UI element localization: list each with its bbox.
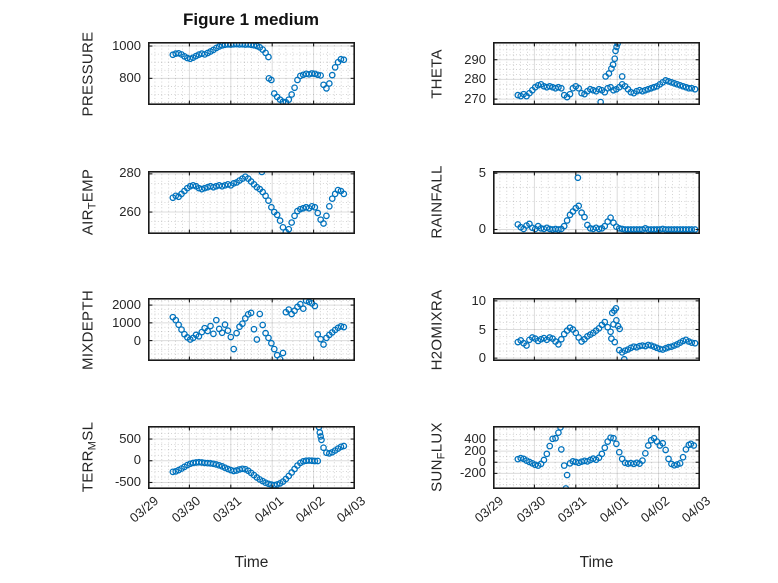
ylabel-text: AIR (79, 209, 97, 236)
x-tick-label: 04/02 (637, 493, 673, 526)
axes-box (493, 170, 700, 234)
x-tick-label: 03/29 (127, 493, 162, 526)
y-tick-label: 260 (119, 203, 141, 219)
time-axis-label-left: Time (234, 554, 269, 571)
data-point-markers (169, 170, 348, 234)
rainfall-plot-area (493, 170, 700, 234)
time-axis-label-right: Time (579, 554, 614, 571)
y-tick-label: 0 (478, 350, 486, 366)
x-tick-label: 03/31 (209, 493, 245, 526)
theta-plot-area (493, 42, 700, 105)
data-point-markers (514, 425, 698, 489)
ylabel-text2: EMP (79, 168, 97, 203)
x-tick-label: 04/03 (679, 493, 714, 526)
data-point-markers (169, 42, 348, 105)
y-tick-label: 0 (133, 452, 141, 468)
ylabel-sub: F (435, 452, 448, 460)
air-temp-plot-area (148, 170, 355, 234)
y-tick-label: 400 (464, 431, 486, 447)
air-temp-axis-label: AIRTEMP (79, 168, 99, 236)
y-tick-label: -500 (114, 473, 141, 489)
y-tick-label: 500 (119, 430, 141, 446)
terr-msl-axis-label: TERRMSL (79, 421, 99, 493)
axes-box (148, 42, 355, 105)
x-tick-label: 04/02 (292, 493, 328, 526)
ylabel-sub: T (86, 202, 99, 210)
data-point-markers (514, 304, 699, 361)
y-tick-label: -200 (459, 464, 486, 480)
axes-box (148, 170, 355, 234)
data-point-markers (169, 298, 348, 361)
x-tick-label: 03/29 (472, 493, 507, 526)
h2omixra-plot-area (493, 298, 700, 361)
ylabel-text2: SL (79, 421, 97, 441)
axes-box (493, 425, 700, 489)
y-tick-label: 290 (464, 51, 486, 67)
y-tick-label: 0 (478, 221, 486, 236)
x-tick-label: 03/30 (513, 493, 549, 526)
y-tick-label: 1000 (112, 38, 141, 54)
ylabel-text: SUN (428, 459, 446, 492)
x-tick-label: 03/30 (168, 493, 204, 526)
theta-axis-label: THETA (429, 49, 446, 99)
ylabel-text: PRESSURE (79, 31, 97, 116)
y-tick-label: 280 (119, 165, 141, 181)
sun-flux-plot-area (493, 425, 700, 489)
x-tick-label: 04/03 (334, 493, 369, 526)
x-tick-label: 04/01 (596, 493, 631, 526)
y-tick-label: 2000 (112, 297, 141, 313)
y-tick-label: 280 (464, 71, 486, 87)
y-tick-label: 5 (478, 164, 486, 180)
axes-box (493, 298, 700, 361)
axes-box (148, 298, 355, 361)
sun-flux-axis-label: SUNFLUX (428, 422, 448, 492)
y-tick-label: 5 (478, 321, 486, 337)
y-tick-label: 1000 (112, 314, 141, 330)
y-tick-label: 10 (471, 292, 486, 308)
rainfall-axis-label: RAINFALL (429, 165, 446, 238)
mixdepth-axis-label: MIXDEPTH (80, 290, 97, 370)
y-tick-label: 200 (464, 442, 486, 458)
pressure-plot-area (148, 42, 355, 105)
ylabel-text: MIXDEPTH (79, 289, 97, 370)
ylabel-text: H2OMIXRA (428, 289, 446, 370)
ylabel-text: TERR (79, 450, 97, 493)
figure-title: Figure 1 medium (182, 10, 320, 29)
y-tick-label: 0 (133, 332, 141, 348)
axes-box (493, 42, 700, 105)
data-point-markers (514, 173, 699, 233)
x-tick-label: 03/31 (554, 493, 590, 526)
y-tick-label: 800 (119, 70, 141, 86)
ylabel-text: RAINFALL (428, 165, 446, 239)
y-tick-label: 270 (464, 91, 486, 107)
y-tick-label: 0 (478, 453, 486, 469)
ylabel-sub: M (86, 440, 99, 451)
h2omixra-axis-label: H2OMIXRA (429, 289, 446, 370)
mixdepth-plot-area (148, 298, 355, 361)
axes-box (148, 425, 355, 489)
x-tick-label: 04/01 (251, 493, 286, 526)
data-point-markers (514, 42, 699, 105)
pressure-axis-label: PRESSURE (80, 31, 97, 116)
ylabel-text2: LUX (428, 422, 446, 453)
ylabel-text: THETA (428, 48, 446, 99)
data-point-markers (169, 425, 348, 488)
terr-msl-plot-area (148, 425, 355, 489)
